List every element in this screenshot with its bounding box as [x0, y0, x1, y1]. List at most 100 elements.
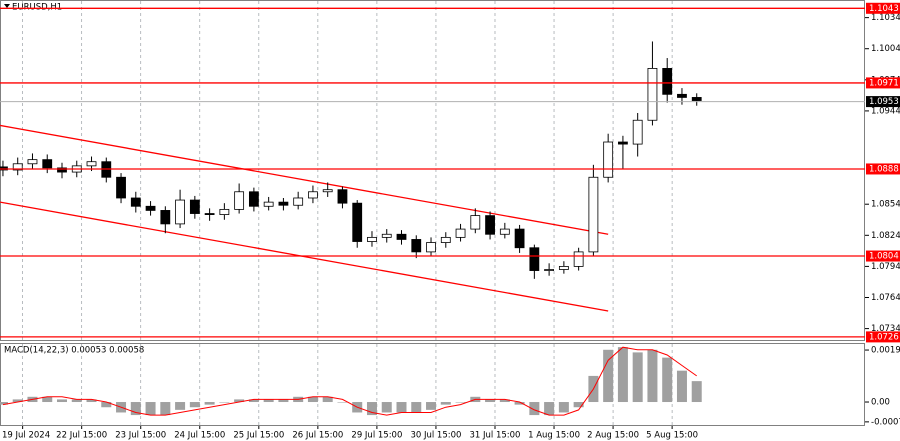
candle-body — [175, 199, 185, 225]
candle-body — [662, 68, 673, 95]
macd-bar — [396, 402, 407, 413]
y-tick-label: 1.0794 — [871, 262, 900, 272]
candle-body — [308, 191, 318, 199]
candle-body — [470, 215, 481, 230]
candle-body — [130, 197, 141, 207]
candle-body — [116, 176, 126, 199]
candle-body — [632, 119, 643, 145]
candle-body — [145, 205, 156, 211]
macd-bar — [130, 402, 141, 416]
title-marker — [4, 4, 10, 8]
candle-body — [485, 215, 495, 235]
candle-body — [381, 233, 392, 238]
x-tick-label: 29 Jul 15:00 — [351, 431, 402, 441]
x-tick-label: 2 Aug 15:00 — [587, 431, 639, 441]
macd-bar — [86, 399, 97, 403]
x-tick-label: 25 Jul 15:00 — [233, 431, 284, 441]
level-label: 1.0971 — [869, 78, 899, 88]
macd-bar — [632, 352, 643, 403]
macd-bar — [514, 402, 525, 405]
y-tick-label: 1.1004 — [871, 44, 900, 54]
y-tick-label: 1.0944 — [871, 106, 900, 116]
y-tick-label: 0.00199 — [871, 346, 900, 356]
candle-body — [588, 176, 599, 253]
y-tick-label: 1.0734 — [871, 324, 900, 334]
macd-bar — [544, 402, 555, 416]
x-tick-label: 1 Aug 15:00 — [528, 431, 580, 441]
candle-body — [647, 68, 658, 121]
candle-body — [322, 189, 333, 193]
macd-bar — [617, 347, 628, 403]
level-box — [866, 163, 900, 175]
macd-bar — [56, 399, 67, 403]
candle-body — [219, 208, 230, 215]
level-box — [866, 2, 900, 14]
macd-bar — [455, 402, 466, 403]
macd-bar — [691, 381, 702, 403]
macd-pane — [0, 343, 865, 426]
last-price-label: 1.0953 — [869, 97, 899, 107]
candle-body — [367, 236, 377, 242]
candle-body — [204, 213, 215, 215]
candle-body — [248, 191, 259, 207]
candle-body — [529, 247, 540, 271]
candle-body — [677, 93, 687, 98]
candle-body — [440, 236, 451, 243]
candle-body — [42, 159, 53, 169]
candle-body — [603, 141, 614, 178]
y-tick-label: 1.0854 — [871, 200, 900, 210]
level-box — [866, 77, 900, 89]
macd-bar — [71, 399, 82, 403]
macd-bar — [662, 357, 673, 403]
macd-bar — [337, 402, 348, 403]
macd-bar — [426, 402, 437, 410]
macd-bar — [676, 370, 687, 403]
macd-bar — [603, 349, 614, 403]
x-tick-label: 19 Jul 2024 — [2, 431, 50, 441]
macd-bar — [366, 402, 377, 416]
x-tick-label: 26 Jul 15:00 — [292, 431, 343, 441]
macd-bar — [234, 399, 245, 403]
y-tick-label: 0.00 — [871, 398, 890, 408]
candle-body — [455, 228, 466, 238]
macd-bar — [248, 399, 259, 403]
macd-bar — [307, 396, 318, 403]
macd-bar — [381, 402, 392, 413]
candle-body — [86, 161, 97, 167]
macd-bar — [42, 396, 53, 403]
macd-bar — [263, 399, 274, 403]
candle-body — [189, 199, 200, 214]
y-tick-label: 1.0764 — [871, 293, 900, 303]
x-tick-label: 31 Jul 15:00 — [469, 431, 520, 441]
macd-bar — [647, 349, 658, 403]
candle-body — [411, 239, 422, 253]
candle-body — [337, 189, 348, 204]
macd-bar — [145, 402, 156, 416]
candle-body — [352, 202, 363, 242]
candle-body — [618, 141, 628, 145]
x-tick-label: 30 Jul 15:00 — [410, 431, 461, 441]
candle-body — [573, 251, 584, 267]
candle-body — [278, 201, 289, 206]
candle-body — [234, 191, 245, 210]
x-tick-label: 23 Jul 15:00 — [115, 431, 166, 441]
candle-body — [558, 266, 569, 270]
macd-title: MACD(14,22,3) 0.00053 0.00058 — [4, 346, 144, 356]
y-tick-label: 1.1034 — [871, 13, 900, 23]
macd-bar — [175, 402, 186, 410]
candle-body — [499, 228, 510, 235]
chart-title: EURUSD,H1 — [12, 3, 62, 13]
macd-bar — [558, 402, 569, 413]
candle-body — [263, 201, 274, 207]
macd-bar — [0, 402, 8, 405]
candle-body — [514, 228, 525, 249]
macd-bar — [499, 399, 510, 403]
channel-line — [0, 124, 609, 235]
candle-body — [544, 269, 555, 271]
y-tick-label: -0.00076 — [871, 417, 900, 427]
candle-body — [396, 233, 407, 240]
level-label: 1.0804 — [869, 252, 899, 262]
candle-body — [57, 167, 67, 173]
candle-body — [691, 97, 702, 101]
macd-signal — [2, 346, 697, 416]
